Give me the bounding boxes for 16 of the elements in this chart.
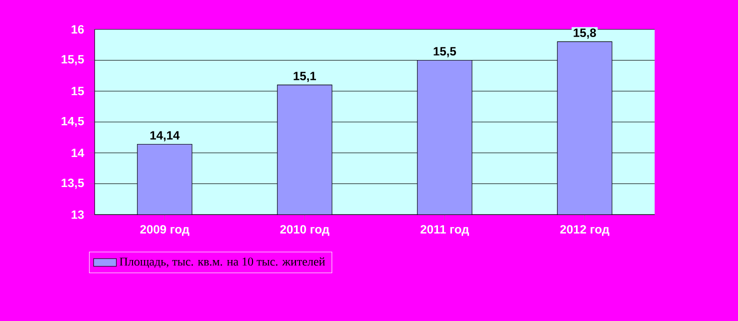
y-tick-label: 13,5 (62, 178, 84, 189)
data-label: 15,5 (434, 47, 456, 58)
y-tick-label: 14,5 (62, 116, 84, 128)
y-tick-label: 14 (72, 148, 84, 158)
x-tick-label: 2009 год (140, 225, 190, 236)
data-label: 15,8 (574, 28, 596, 39)
x-tick-label: 2012 год (560, 225, 610, 236)
y-tick-label: 16 (72, 25, 84, 34)
y-tick-label: 13 (72, 210, 84, 219)
data-label: 14,14 (150, 131, 180, 142)
y-tick-label: 15 (72, 86, 84, 96)
data-label: 15,1 (294, 72, 316, 82)
x-tick-label: 2010 год (280, 225, 330, 236)
legend-label: Площадь, тыс. кв.м. на 10 тыс. жителей (120, 257, 325, 268)
y-tick-label: 15,5 (62, 55, 84, 66)
x-tick-label: 2011 год (420, 225, 469, 236)
